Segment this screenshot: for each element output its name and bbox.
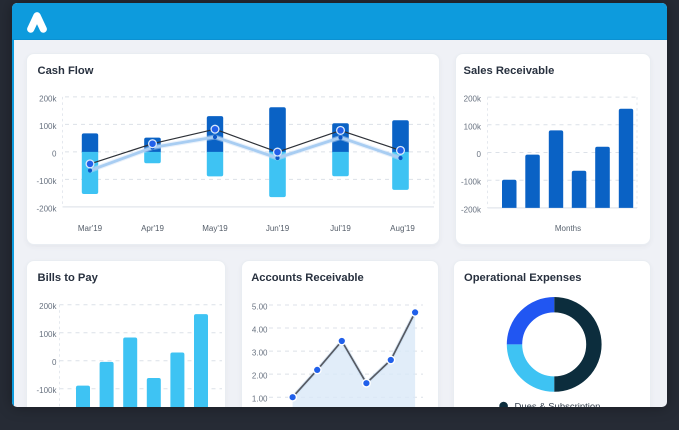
svg-text:5.00: 5.00 xyxy=(252,303,268,312)
svg-text:4.00: 4.00 xyxy=(252,326,268,335)
svg-text:Dues & Subscription: Dues & Subscription xyxy=(514,401,600,407)
svg-text:200k: 200k xyxy=(39,302,57,311)
svg-text:100k: 100k xyxy=(39,121,57,130)
svg-text:-100k: -100k xyxy=(36,176,57,185)
svg-text:-200k: -200k xyxy=(36,204,57,213)
svg-text:200k: 200k xyxy=(463,94,481,103)
svg-text:3.00: 3.00 xyxy=(252,349,268,358)
svg-text:100k: 100k xyxy=(39,330,57,339)
svg-text:0: 0 xyxy=(52,149,57,158)
svg-text:Apr'19: Apr'19 xyxy=(141,224,164,233)
svg-text:100k: 100k xyxy=(463,122,481,131)
svg-text:Aug'19: Aug'19 xyxy=(390,224,415,233)
svg-text:-100k: -100k xyxy=(460,177,481,186)
svg-text:Jun'19: Jun'19 xyxy=(265,224,289,233)
svg-text:1.00: 1.00 xyxy=(252,395,268,404)
svg-text:May'19: May'19 xyxy=(202,224,228,233)
svg-text:2.00: 2.00 xyxy=(252,372,268,381)
svg-text:Jul'19: Jul'19 xyxy=(330,224,351,233)
svg-text:200k: 200k xyxy=(39,94,57,103)
svg-text:-200k: -200k xyxy=(460,205,481,214)
svg-text:0: 0 xyxy=(52,358,57,367)
svg-text:Mar'19: Mar'19 xyxy=(77,224,102,233)
svg-text:0: 0 xyxy=(476,150,481,159)
svg-text:Months: Months xyxy=(554,224,580,233)
svg-text:-100k: -100k xyxy=(36,386,57,395)
